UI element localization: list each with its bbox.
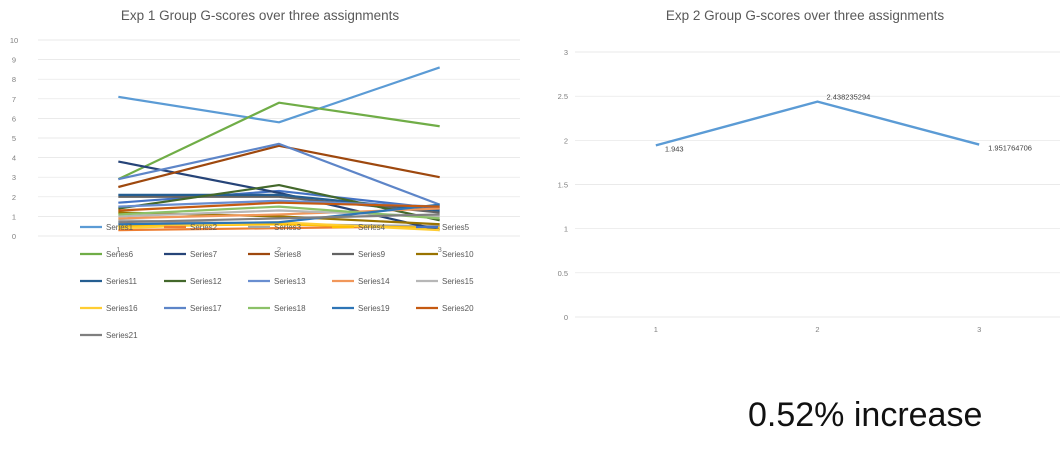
chart1-y-tick: 2	[12, 193, 16, 202]
chart1-y-tick: 5	[12, 134, 16, 143]
chart1-y-tick: 3	[12, 173, 16, 182]
chart1-series-line	[118, 205, 440, 220]
chart2-series-line	[655, 100, 980, 147]
chart1-y-tick: 1	[12, 212, 16, 221]
chart2-x-tick: 2	[815, 325, 819, 334]
chart1-legend-label: Series19	[358, 304, 390, 313]
chart1-legend-label: Series21	[106, 331, 138, 340]
chart1-y-tick: 6	[12, 114, 16, 123]
chart1-legend-label: Series18	[274, 304, 306, 313]
chart1-legend-label: Series1	[106, 223, 134, 232]
chart1-y-tick: 4	[12, 154, 16, 163]
chart1-legend-label: Series6	[106, 250, 134, 259]
chart1-legend-label: Series17	[190, 304, 222, 313]
chart1-legend-label: Series3	[274, 223, 302, 232]
chart2-data-label: 1.951764706	[988, 144, 1032, 153]
chart1-legend-label: Series15	[442, 277, 474, 286]
chart2-y-tick: 2	[564, 136, 568, 145]
chart1-legend-label: Series7	[190, 250, 218, 259]
chart1-y-tick: 8	[12, 75, 16, 84]
chart1-y-tick: 9	[12, 56, 16, 65]
chart1-legend-label: Series20	[442, 304, 474, 313]
chart2-title: Exp 2 Group G-scores over three assignme…	[666, 8, 945, 23]
chart2-data-label: 2.438235294	[827, 93, 871, 102]
exp1-line-chart: Exp 1 Group G-scores over three assignme…	[10, 8, 520, 340]
chart1-y-tick: 10	[10, 36, 18, 45]
chart1-x-tick: 3	[438, 245, 442, 254]
chart1-legend-label: Series4	[358, 223, 386, 232]
exp2-line-chart: Exp 2 Group G-scores over three assignme…	[558, 8, 1060, 334]
chart2-data-label: 1.943	[665, 144, 684, 153]
chart1-legend-label: Series16	[106, 304, 138, 313]
chart1-series-line	[118, 213, 440, 224]
chart2-x-tick: 1	[654, 325, 658, 334]
chart1-legend-label: Series2	[190, 223, 218, 232]
chart1-legend-label: Series11	[106, 277, 138, 286]
chart1-series-line	[118, 144, 440, 189]
chart1-series-line	[117, 101, 440, 181]
chart1-legend-label: Series14	[358, 277, 390, 286]
chart1-x-tick: 2	[277, 245, 281, 254]
chart2-y-tick: 3	[564, 48, 568, 57]
chart1-series-line	[118, 183, 440, 222]
chart2-y-tick: 0.5	[558, 269, 568, 278]
chart1-legend-label: Series10	[442, 250, 474, 259]
increase-note: 0.52% increase	[748, 396, 983, 434]
chart2-y-tick: 1	[564, 225, 568, 234]
chart1-legend-label: Series8	[274, 250, 302, 259]
chart1-x-tick: 1	[116, 245, 120, 254]
chart1-series-line	[118, 189, 440, 210]
chart1-legend-label: Series9	[358, 250, 386, 259]
chart1-series-line	[118, 142, 441, 206]
chart1-series-line	[118, 203, 440, 226]
chart1-y-tick: 7	[12, 95, 16, 104]
chart1-y-tick: 0	[12, 232, 16, 241]
chart2-y-tick: 1.5	[558, 181, 568, 190]
chart2-y-tick: 0	[564, 313, 568, 322]
chart2-x-tick: 3	[977, 325, 981, 334]
chart1-series-line	[118, 195, 440, 214]
chart1-series-line	[118, 160, 440, 232]
chart1-legend-label: Series5	[442, 223, 470, 232]
chart2-y-tick: 2.5	[558, 92, 568, 101]
chart1-legend-label: Series12	[190, 277, 222, 286]
chart1-title: Exp 1 Group G-scores over three assignme…	[121, 8, 400, 23]
chart1-series-line	[118, 201, 440, 212]
chart1-legend-label: Series13	[274, 277, 306, 286]
chart1-series-line	[118, 66, 441, 124]
